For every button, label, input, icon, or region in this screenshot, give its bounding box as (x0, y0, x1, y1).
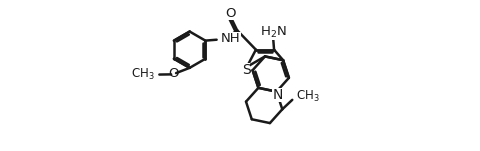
Text: CH$_3$: CH$_3$ (131, 67, 155, 82)
Text: N: N (272, 88, 282, 102)
Text: H$_2$N: H$_2$N (259, 25, 286, 40)
Text: CH$_3$: CH$_3$ (296, 89, 319, 104)
Text: O: O (168, 67, 179, 80)
Text: O: O (225, 6, 236, 19)
Text: S: S (241, 63, 250, 77)
Text: NH: NH (221, 32, 240, 45)
